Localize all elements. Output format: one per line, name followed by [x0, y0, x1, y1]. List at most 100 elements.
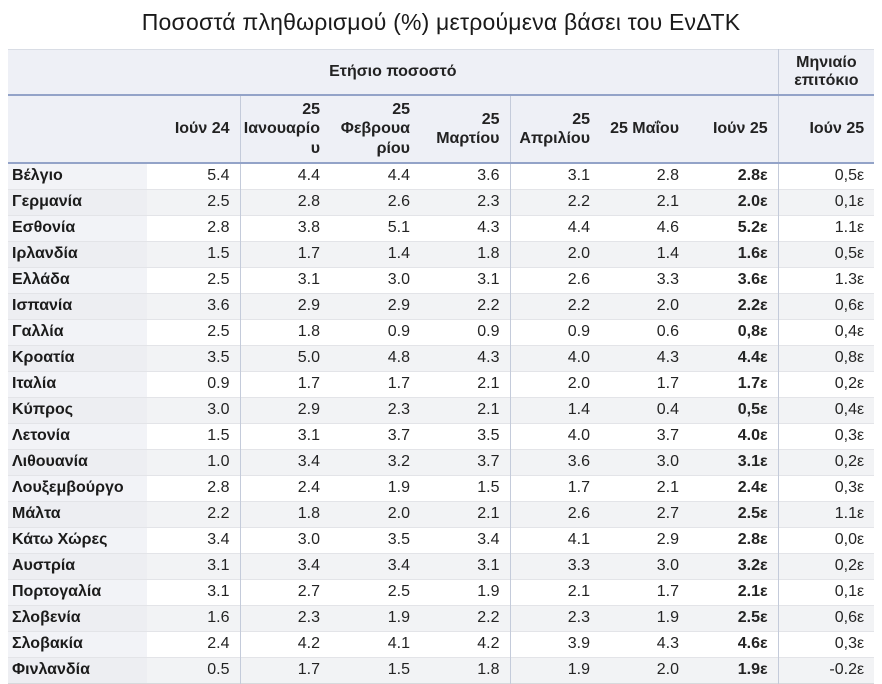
- monthly-value-cell: 0,2ε: [777, 552, 875, 579]
- annual-value-cell: 1.5: [147, 240, 240, 267]
- group-header-annual: Ετήσιο ποσοστό: [8, 49, 779, 96]
- annual-estimate-cell: 4.6ε: [689, 630, 779, 657]
- monthly-value-cell: 0,3ε: [777, 474, 875, 501]
- annual-estimate-cell: 5.2ε: [689, 214, 779, 241]
- column-header-row: Ιούν 24 25 Ιανουαρίου 25 Φεβρουαρίου 25 …: [8, 95, 875, 164]
- country-cell: Γερμανία: [8, 188, 147, 215]
- annual-estimate-cell: 3.6ε: [689, 266, 779, 293]
- annual-estimate-cell: 1.9ε: [689, 656, 779, 683]
- annual-value-cell: 1.9: [330, 604, 420, 631]
- annual-value-cell: 3.0: [330, 266, 420, 293]
- annual-value-cell: 3.1: [147, 578, 240, 605]
- monthly-value-cell: 0,8ε: [777, 344, 875, 371]
- annual-value-cell: 3.0: [239, 526, 330, 553]
- annual-value-cell: 1.5: [420, 474, 510, 501]
- annual-value-cell: 4.4: [330, 163, 420, 189]
- table-row: Ιταλία 0.9 1.7 1.7 2.1 2.0 1.7 1.7ε 0,2ε: [8, 370, 875, 397]
- annual-estimate-cell: 3.2ε: [689, 552, 779, 579]
- annual-estimate-cell: 4.4ε: [689, 344, 779, 371]
- annual-value-cell: 1.7: [239, 370, 330, 397]
- monthly-value-cell: 0,5ε: [777, 163, 875, 189]
- annual-estimate-cell: 4.0ε: [689, 422, 779, 449]
- annual-value-cell: 3.2: [330, 448, 420, 475]
- annual-value-cell: 0.6: [600, 318, 689, 345]
- col-header-feb-25: 25 Φεβρουαρίου: [330, 95, 420, 164]
- annual-value-cell: 2.2: [147, 500, 240, 527]
- annual-value-cell: 3.4: [239, 448, 330, 475]
- annual-value-cell: 2.6: [509, 266, 600, 293]
- annual-value-cell: 3.6: [509, 448, 600, 475]
- annual-value-cell: 2.5: [147, 318, 240, 345]
- corner-cell: [8, 95, 147, 164]
- annual-value-cell: 4.1: [509, 526, 600, 553]
- monthly-value-cell: 1.1ε: [777, 214, 875, 241]
- annual-value-cell: 3.7: [420, 448, 510, 475]
- annual-value-cell: 2.6: [330, 188, 420, 215]
- annual-value-cell: 0.9: [330, 318, 420, 345]
- table-row: Βέλγιο 5.4 4.4 4.4 3.6 3.1 2.8 2.8ε 0,5ε: [8, 163, 875, 189]
- annual-value-cell: 3.3: [509, 552, 600, 579]
- annual-value-cell: 0.5: [147, 656, 240, 683]
- table-row: Λετονία 1.5 3.1 3.7 3.5 4.0 3.7 4.0ε 0,3…: [8, 422, 875, 449]
- annual-value-cell: 1.8: [420, 240, 510, 267]
- annual-value-cell: 2.2: [509, 188, 600, 215]
- annual-estimate-cell: 2.5ε: [689, 604, 779, 631]
- country-cell: Σλοβακία: [8, 630, 147, 657]
- annual-value-cell: 0.9: [509, 318, 600, 345]
- table-row: Λουξεμβούργο 2.8 2.4 1.9 1.5 1.7 2.1 2.4…: [8, 474, 875, 501]
- col-header-jun-25: Ιούν 25: [689, 95, 779, 164]
- table-row: Ισπανία 3.6 2.9 2.9 2.2 2.2 2.0 2.2ε 0,6…: [8, 292, 875, 319]
- monthly-value-cell: 0,2ε: [777, 448, 875, 475]
- annual-value-cell: 1.0: [147, 448, 240, 475]
- annual-value-cell: 0.9: [420, 318, 510, 345]
- annual-value-cell: 4.3: [420, 214, 510, 241]
- table-body: Βέλγιο 5.4 4.4 4.4 3.6 3.1 2.8 2.8ε 0,5ε…: [8, 163, 875, 683]
- table-row: Πορτογαλία 3.1 2.7 2.5 1.9 2.1 1.7 2.1ε …: [8, 578, 875, 605]
- group-header-monthly: Μηνιαίο επιτόκιο: [777, 49, 875, 96]
- monthly-value-cell: 0,2ε: [777, 370, 875, 397]
- annual-value-cell: 2.0: [600, 656, 689, 683]
- col-header-monthly-jun-25: Ιούν 25: [777, 95, 875, 164]
- annual-value-cell: 3.6: [147, 292, 240, 319]
- annual-value-cell: 2.6: [509, 500, 600, 527]
- annual-value-cell: 2.8: [239, 188, 330, 215]
- country-cell: Κροατία: [8, 344, 147, 371]
- annual-value-cell: 3.8: [239, 214, 330, 241]
- country-cell: Πορτογαλία: [8, 578, 147, 605]
- annual-value-cell: 4.2: [420, 630, 510, 657]
- annual-value-cell: 4.0: [509, 344, 600, 371]
- annual-value-cell: 0.4: [600, 396, 689, 423]
- monthly-value-cell: 0,1ε: [777, 188, 875, 215]
- monthly-value-cell: 0,4ε: [777, 318, 875, 345]
- country-cell: Ιταλία: [8, 370, 147, 397]
- annual-value-cell: 2.1: [420, 396, 510, 423]
- annual-value-cell: 1.4: [330, 240, 420, 267]
- annual-value-cell: 4.3: [600, 630, 689, 657]
- annual-value-cell: 2.1: [600, 474, 689, 501]
- annual-value-cell: 2.1: [600, 188, 689, 215]
- monthly-value-cell: 1.3ε: [777, 266, 875, 293]
- monthly-value-cell: 0,3ε: [777, 422, 875, 449]
- table-row: Εσθονία 2.8 3.8 5.1 4.3 4.4 4.6 5.2ε 1.1…: [8, 214, 875, 241]
- country-cell: Κάτω Χώρες: [8, 526, 147, 553]
- annual-value-cell: 2.8: [147, 214, 240, 241]
- annual-value-cell: 3.5: [147, 344, 240, 371]
- annual-estimate-cell: 2.0ε: [689, 188, 779, 215]
- annual-value-cell: 3.1: [239, 266, 330, 293]
- annual-value-cell: 3.9: [509, 630, 600, 657]
- annual-estimate-cell: 2.5ε: [689, 500, 779, 527]
- country-cell: Εσθονία: [8, 214, 147, 241]
- monthly-value-cell: 0,6ε: [777, 604, 875, 631]
- country-cell: Φινλανδία: [8, 656, 147, 683]
- table-row: Μάλτα 2.2 1.8 2.0 2.1 2.6 2.7 2.5ε 1.1ε: [8, 500, 875, 527]
- annual-value-cell: 1.9: [420, 578, 510, 605]
- annual-estimate-cell: 2.2ε: [689, 292, 779, 319]
- monthly-value-cell: 0,1ε: [777, 578, 875, 605]
- annual-value-cell: 4.4: [509, 214, 600, 241]
- annual-value-cell: 1.5: [330, 656, 420, 683]
- table-row: Ελλάδα 2.5 3.1 3.0 3.1 2.6 3.3 3.6ε 1.3ε: [8, 266, 875, 293]
- annual-value-cell: 1.7: [239, 240, 330, 267]
- annual-value-cell: 2.3: [509, 604, 600, 631]
- annual-value-cell: 3.1: [147, 552, 240, 579]
